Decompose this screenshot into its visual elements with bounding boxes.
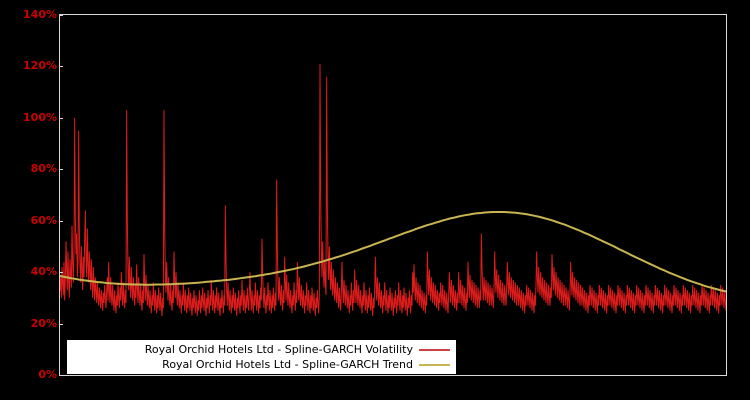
plot-area bbox=[59, 14, 727, 376]
y-axis-tickmark bbox=[59, 220, 63, 222]
legend-label-trend: Royal Orchid Hotels Ltd - Spline-GARCH T… bbox=[162, 357, 413, 371]
y-axis-tickmark bbox=[59, 117, 63, 119]
plot-svg bbox=[60, 63, 726, 316]
y-axis-tickmark bbox=[59, 15, 63, 16]
y-axis-tickmark bbox=[59, 66, 63, 68]
legend-entry-trend: Royal Orchid Hotels Ltd - Spline-GARCH T… bbox=[67, 357, 450, 372]
series-line-trend bbox=[60, 210, 726, 293]
y-axis-tick-20: 20% bbox=[30, 316, 57, 330]
legend-swatch-trend bbox=[419, 363, 450, 366]
legend-entry-volatility: Royal Orchid Hotels Ltd - Spline-GARCH V… bbox=[67, 342, 450, 357]
y-axis-tick-120: 120% bbox=[23, 59, 57, 73]
series-line-volatility bbox=[60, 63, 726, 316]
legend-swatch-volatility bbox=[419, 348, 450, 351]
y-axis-tick-100: 100% bbox=[23, 110, 57, 124]
y-axis-tick-140: 140% bbox=[23, 8, 57, 21]
y-axis-tick-80: 80% bbox=[30, 162, 57, 176]
y-axis-tickmark bbox=[59, 375, 63, 376]
chart-legend: Royal Orchid Hotels Ltd - Spline-GARCH V… bbox=[67, 340, 456, 374]
y-axis-tick-labels: 0% 20% 40% 60% 80% 100% 120% 140% bbox=[0, 0, 57, 400]
y-axis-tick-60: 60% bbox=[30, 213, 57, 227]
y-axis-tick-0: 0% bbox=[38, 368, 57, 381]
y-axis-tick-40: 40% bbox=[30, 265, 57, 279]
y-axis-tickmark bbox=[59, 323, 63, 325]
y-axis-tickmark bbox=[59, 169, 63, 171]
legend-label-volatility: Royal Orchid Hotels Ltd - Spline-GARCH V… bbox=[144, 342, 413, 356]
y-axis-tickmark bbox=[59, 272, 63, 274]
